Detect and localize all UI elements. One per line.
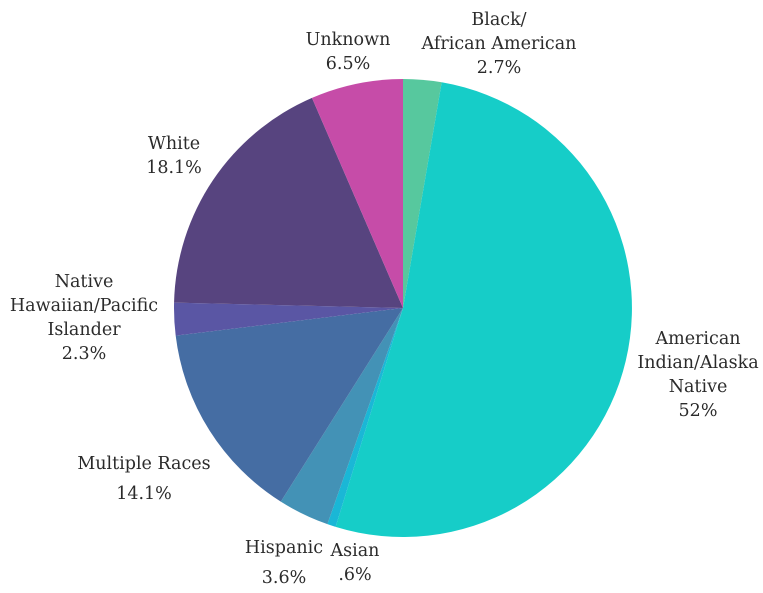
pie-slice [173,302,403,336]
label-line: African American [421,34,577,54]
label-line: Multiple Races [77,454,211,474]
label-line: Islander [47,320,121,340]
pie-slice [327,308,403,527]
label-line: Unknown [305,30,391,50]
label-line: Asian [330,541,380,561]
label-line: American [655,329,741,349]
label-asian: Asian .6% [320,539,390,587]
value-label: 3.6% [261,568,307,588]
value-label: 18.1% [146,158,202,178]
pie-slice [280,308,403,525]
value-label: 2.3% [61,344,107,364]
label-line: White [147,134,201,154]
label-line: Hispanic [244,538,324,558]
label-line: Hawaiian/Pacific [9,296,159,316]
label-multiple-races: Multiple Races 14.1% [64,449,224,509]
label-line: Black/ [471,10,527,30]
label-hispanic: Hispanic 3.6% [236,533,332,593]
value-label: 6.5% [325,54,371,74]
value-label: 52% [678,401,718,421]
label-american-indian-alaska-native: American Indian/Alaska Native 52% [628,327,763,423]
value-label: 2.7% [476,58,522,78]
label-line: Native [668,377,728,397]
label-native-hawaiian-pacific-islander: Native Hawaiian/Pacific Islander 2.3% [4,270,164,366]
value-label: .6% [338,565,372,585]
pie-slice [335,82,632,537]
pie-slice [175,308,403,502]
label-line: Indian/Alaska [637,353,759,373]
pie-slice [403,79,442,308]
value-label: 14.1% [116,484,172,504]
label-line: Native [54,272,114,292]
label-white: White 18.1% [124,132,224,180]
label-unknown: Unknown 6.5% [292,28,404,76]
pie-slice [174,97,403,309]
label-black-african-american: Black/ African American 2.7% [404,8,594,80]
pie-slice [311,79,403,308]
